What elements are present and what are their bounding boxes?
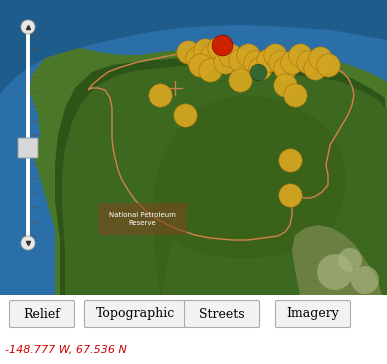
- Point: [272, 52, 278, 58]
- Point: [305, 59, 311, 65]
- Point: [194, 55, 200, 61]
- Point: [207, 67, 213, 73]
- Point: [237, 57, 243, 63]
- Text: -148.777 W, 67.536 N: -148.777 W, 67.536 N: [5, 345, 127, 355]
- Point: [222, 59, 228, 65]
- Point: [185, 49, 191, 55]
- Polygon shape: [55, 55, 387, 295]
- Text: Relief: Relief: [24, 308, 60, 320]
- Point: [157, 92, 163, 98]
- Point: [197, 62, 203, 68]
- Point: [287, 157, 293, 163]
- Point: [219, 42, 225, 48]
- Point: [182, 112, 188, 118]
- Bar: [0, 298, 387, 330]
- Text: Topographic: Topographic: [95, 308, 175, 320]
- Circle shape: [351, 266, 379, 294]
- Point: [252, 59, 258, 65]
- FancyBboxPatch shape: [84, 301, 185, 328]
- Point: [297, 52, 303, 58]
- Point: [265, 57, 271, 63]
- Point: [237, 77, 243, 83]
- Point: [289, 59, 295, 65]
- Polygon shape: [62, 65, 387, 295]
- FancyBboxPatch shape: [10, 301, 75, 328]
- Point: [325, 62, 331, 68]
- Point: [216, 45, 222, 51]
- Polygon shape: [152, 96, 346, 295]
- Text: National Petroleum
Reserve: National Petroleum Reserve: [109, 212, 176, 226]
- Point: [317, 55, 323, 61]
- Circle shape: [338, 248, 362, 272]
- Text: Streets: Streets: [199, 308, 245, 320]
- Polygon shape: [28, 46, 387, 295]
- Point: [202, 47, 208, 53]
- Point: [277, 59, 283, 65]
- Point: [227, 52, 233, 58]
- Polygon shape: [292, 225, 382, 295]
- Point: [257, 65, 263, 71]
- Bar: [0, 0, 387, 295]
- FancyBboxPatch shape: [18, 138, 38, 158]
- FancyBboxPatch shape: [185, 301, 260, 328]
- Point: [292, 92, 298, 98]
- Point: [287, 192, 293, 198]
- Point: [209, 52, 215, 58]
- Circle shape: [317, 254, 353, 290]
- Circle shape: [21, 20, 35, 34]
- Circle shape: [21, 236, 35, 250]
- Polygon shape: [0, 0, 40, 180]
- Text: Imagery: Imagery: [286, 308, 339, 320]
- Point: [282, 65, 288, 71]
- Point: [245, 52, 251, 58]
- Point: [282, 82, 288, 88]
- Point: [312, 65, 318, 71]
- FancyBboxPatch shape: [98, 203, 187, 235]
- FancyBboxPatch shape: [276, 301, 351, 328]
- Polygon shape: [0, 0, 387, 95]
- Point: [255, 69, 261, 75]
